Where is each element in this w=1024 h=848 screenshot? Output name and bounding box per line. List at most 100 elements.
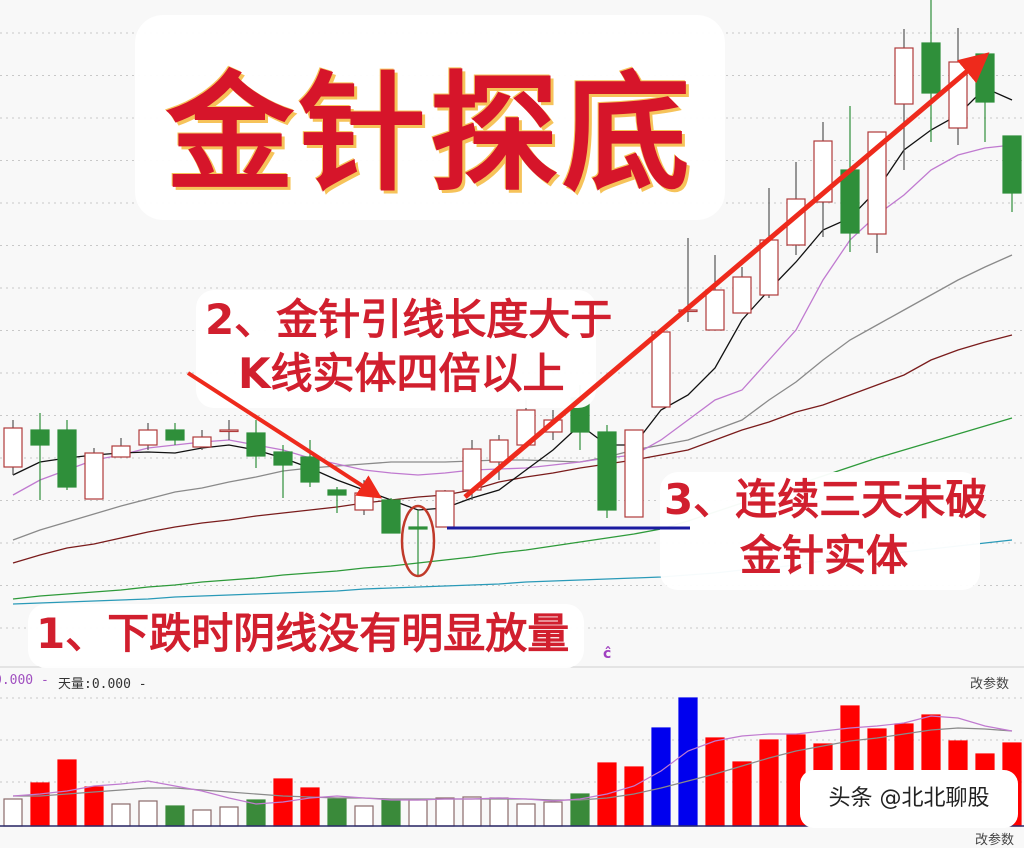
annotation-3-line2: 金针实体 <box>740 531 909 580</box>
candle <box>165 423 185 445</box>
candle-body-down <box>300 456 320 483</box>
volume-tianliang-value: 天量:0.000 - <box>58 677 147 692</box>
candle-body-up <box>462 448 482 491</box>
candle-body-up <box>624 429 644 518</box>
candle-body-up <box>813 140 833 203</box>
candle <box>543 410 563 440</box>
candle-body-up <box>516 409 536 446</box>
annotation-2-line1: 2、金针引线长度大于 <box>205 295 613 344</box>
candle <box>489 435 509 480</box>
candle-body-up <box>111 445 131 458</box>
candle <box>597 425 617 518</box>
candle <box>57 420 77 490</box>
candle <box>1002 135 1022 212</box>
candle <box>354 480 374 515</box>
volume-ma-lines <box>12 715 1013 805</box>
volume-bar <box>759 739 779 827</box>
candle-body-down <box>273 451 293 466</box>
volume-bar <box>435 797 455 827</box>
candle <box>192 430 212 450</box>
candle <box>840 106 860 252</box>
candle-body-up <box>732 276 752 314</box>
candle <box>138 423 158 450</box>
candle <box>678 238 698 322</box>
candle <box>948 28 968 145</box>
volume-bar <box>327 798 347 827</box>
candle-body-up <box>786 198 806 246</box>
candle-body-down <box>597 431 617 511</box>
candle <box>219 420 239 440</box>
candle <box>273 445 293 498</box>
annotation-1-box <box>28 604 584 668</box>
candle-body-up <box>705 289 725 331</box>
candle <box>381 498 401 534</box>
volume-bar <box>111 803 131 827</box>
volume-bar <box>300 787 320 827</box>
candle-body-up <box>651 331 671 408</box>
candle <box>624 429 644 518</box>
candle-body-up <box>3 427 23 468</box>
candle <box>921 0 941 142</box>
candle-body-up <box>219 429 239 433</box>
candle <box>786 162 806 255</box>
candle <box>759 188 779 298</box>
candle <box>705 255 725 331</box>
volume-bar <box>543 801 563 827</box>
annotation-3-line1: 3、连续三天未破 <box>664 475 988 524</box>
candle-body-down <box>975 53 995 103</box>
candle-body-up <box>543 419 563 433</box>
candle-body-up <box>678 309 698 313</box>
volume-bar <box>408 799 428 827</box>
candle-body-up <box>435 490 455 528</box>
candle-body-down <box>840 169 860 234</box>
candle <box>246 420 266 468</box>
volume-bar <box>732 761 752 827</box>
volume-bar <box>138 800 158 827</box>
candle <box>867 131 887 253</box>
candle-body-up <box>354 492 374 511</box>
candle <box>3 420 23 475</box>
volume-bar <box>381 799 401 827</box>
volume-bar <box>30 782 50 827</box>
candle <box>894 29 914 170</box>
candle-body-down <box>327 489 347 496</box>
volume-bar <box>624 766 644 827</box>
volume-bar <box>192 809 212 827</box>
annotation-2-line2: K线实体四倍以上 <box>238 349 565 398</box>
candle-body-up <box>489 439 509 463</box>
volume-bar <box>354 805 374 827</box>
volume-ma-fast-line <box>12 715 1013 805</box>
candle-body-up <box>894 47 914 105</box>
candle-body-down <box>57 429 77 488</box>
candle-body-down <box>381 499 401 534</box>
volume-bar <box>219 806 239 827</box>
volume-bar <box>3 798 23 827</box>
volume-bar <box>165 805 185 827</box>
candle <box>300 440 320 487</box>
candle-body-up <box>192 436 212 448</box>
candle <box>813 122 833 237</box>
candle-body-down <box>921 42 941 94</box>
candle-body-up <box>867 131 887 235</box>
volume-bar <box>489 797 509 827</box>
candle-body-up <box>948 61 968 129</box>
candle-body-up <box>759 239 779 296</box>
candle-body-up <box>138 429 158 446</box>
volume-bar <box>651 727 671 827</box>
change-params-button[interactable]: 改参数 <box>970 677 1010 692</box>
candle <box>435 490 455 528</box>
candle <box>651 331 671 408</box>
marker-glyph: ĉ <box>603 646 612 662</box>
candle-body-down <box>1002 135 1022 194</box>
candle <box>408 510 428 575</box>
candle-body-down <box>30 429 50 446</box>
candle <box>975 53 995 142</box>
candle-body-down <box>246 432 266 457</box>
candle-body-down <box>165 429 185 441</box>
candle-body-down <box>408 526 428 530</box>
volume-ma-value: 0.000 - <box>0 673 49 688</box>
volume-bar <box>705 737 725 827</box>
candle <box>732 267 752 314</box>
candle <box>30 413 50 500</box>
candle <box>111 438 131 458</box>
